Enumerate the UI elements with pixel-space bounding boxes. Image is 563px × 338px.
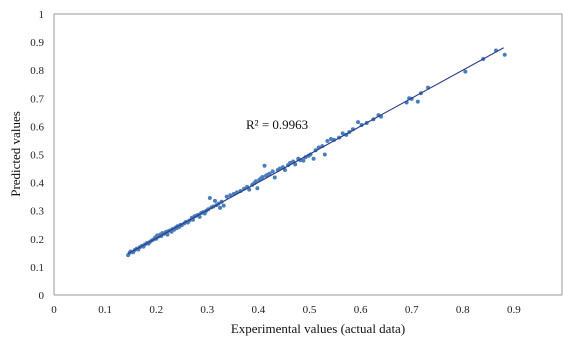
data-point	[224, 194, 229, 199]
data-point	[255, 186, 260, 191]
data-point	[502, 52, 507, 57]
y-tick-label: 0	[39, 290, 45, 302]
trendline	[127, 47, 504, 255]
data-point	[228, 193, 233, 198]
y-tick-label: 0.8	[30, 65, 44, 77]
x-tick-label: 0.9	[507, 304, 521, 316]
y-tick-label: 1	[39, 9, 45, 21]
data-point	[272, 175, 277, 180]
data-points	[126, 48, 507, 258]
data-point	[165, 232, 170, 237]
data-point	[197, 214, 202, 219]
x-tick-label: 0.4	[252, 304, 266, 316]
x-tick-label: 0.1	[98, 304, 112, 316]
data-point	[207, 196, 212, 201]
data-point	[356, 120, 361, 125]
x-tick-label: 0	[51, 304, 57, 316]
y-tick-labels: 0 0.1 0.2 0.3 0.4 0.5 0.6 0.7 0.8 0.9 1	[30, 9, 44, 302]
x-tick-label: 0.7	[405, 304, 419, 316]
x-tick-labels: 0 0.1 0.2 0.3 0.4 0.5 0.6 0.7 0.8 0.9	[51, 304, 521, 316]
data-point	[325, 139, 330, 144]
data-point	[301, 158, 306, 163]
data-point	[282, 167, 287, 172]
y-tick-label: 0.3	[30, 206, 44, 218]
y-tick-label: 0.2	[30, 234, 44, 246]
data-point	[247, 187, 252, 192]
data-point	[221, 203, 226, 208]
data-point	[293, 162, 298, 167]
x-tick-label: 0.3	[200, 304, 214, 316]
data-point	[415, 99, 420, 104]
x-tick-label: 0.6	[354, 304, 368, 316]
data-point	[270, 169, 275, 174]
data-point	[322, 152, 327, 157]
y-tick-label: 0.6	[30, 121, 44, 133]
data-point	[328, 137, 333, 142]
y-tick-label: 0.7	[30, 93, 44, 105]
x-axis-title: Experimental values (actual data)	[231, 321, 405, 336]
y-axis-title: Predicted values	[8, 111, 23, 197]
data-point	[340, 131, 345, 136]
data-point	[463, 69, 468, 74]
data-point	[212, 198, 217, 203]
data-point	[262, 163, 267, 168]
data-point	[218, 205, 223, 210]
y-tick-label: 0.9	[30, 37, 44, 49]
data-point	[260, 174, 265, 179]
axes	[53, 13, 563, 296]
data-point	[311, 156, 316, 161]
y-tick-label: 0.1	[30, 262, 44, 274]
data-point	[253, 179, 258, 184]
x-tick-label: 0.8	[456, 304, 470, 316]
r-squared-annotation: R² = 0.9963	[246, 117, 308, 132]
x-tick-label: 0.2	[149, 304, 163, 316]
y-tick-label: 0.5	[30, 150, 44, 162]
y-tick-label: 0.4	[30, 178, 44, 190]
x-tick-label: 0.5	[303, 304, 317, 316]
data-point	[267, 171, 272, 176]
